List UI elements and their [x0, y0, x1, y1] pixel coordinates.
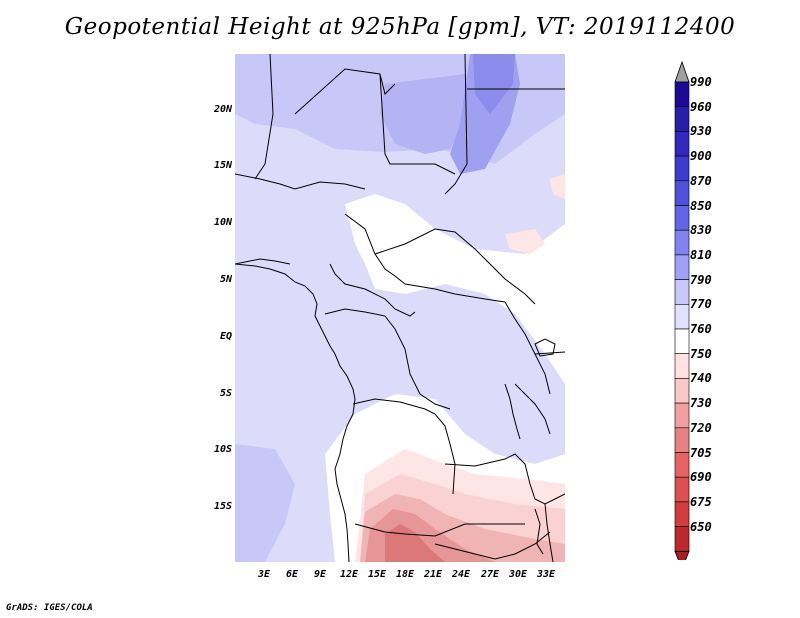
border-central-6 — [384, 315, 451, 410]
colorbar-cell — [674, 81, 690, 108]
border-south-1 — [352, 398, 456, 495]
colorbar-cell — [674, 378, 690, 404]
colorbar — [674, 60, 690, 560]
border-north-3 — [379, 73, 456, 175]
map-title: Geopotential Height at 925hPa [gpm], VT:… — [64, 14, 736, 40]
colorbar-cell — [674, 476, 690, 503]
lon-label: 21E — [423, 569, 443, 580]
colorbar-level-label: 770 — [690, 297, 712, 312]
colorbar-level-label: 790 — [690, 272, 712, 287]
colorbar-cell — [674, 131, 690, 157]
map-canvas — [235, 54, 565, 562]
colorbar-level-label: 810 — [690, 247, 712, 262]
border-south-5 — [544, 503, 554, 562]
colorbar-level-label: 705 — [690, 445, 712, 460]
colorbar-level-label: 750 — [690, 346, 712, 361]
lon-label: 12E — [339, 569, 359, 580]
colorbar-level-label: 740 — [690, 371, 712, 386]
coastline-guinea — [235, 258, 291, 265]
colorbar-cell — [674, 427, 690, 453]
colorbar-level-label: 850 — [690, 198, 712, 213]
colorbar-under-triangle — [674, 550, 690, 560]
lat-label: 10S — [213, 444, 232, 455]
lat-label: 15N — [213, 160, 232, 171]
border-south-4 — [434, 531, 551, 560]
lat-label: 10N — [213, 217, 232, 228]
colorbar-level-label: 690 — [690, 470, 712, 485]
field-max-ne — [473, 54, 515, 114]
lat-label: EQ — [219, 331, 232, 342]
colorbar-cell — [674, 279, 690, 305]
lake-tanganyika — [504, 383, 521, 440]
colorbar-cell — [674, 402, 690, 429]
colorbar-level-label: 930 — [690, 124, 712, 139]
colorbar-level-label: 960 — [690, 99, 712, 114]
colorbar-cell — [674, 353, 690, 379]
border-east-2 — [534, 351, 565, 355]
colorbar-cell — [674, 526, 690, 552]
coastline-west — [235, 263, 356, 562]
colorbar-cell — [674, 304, 690, 330]
border-central-1 — [344, 213, 406, 285]
lat-label: 15S — [213, 501, 232, 512]
colorbar-cell — [674, 452, 690, 478]
lon-label: 3E — [257, 569, 271, 580]
colorbar-cell — [674, 155, 690, 182]
colorbar-level-label: 760 — [690, 322, 712, 336]
border-central-5 — [324, 308, 386, 317]
border-north-6 — [235, 173, 366, 190]
footer-credit: GrADS: IGES/COLA — [6, 603, 93, 613]
lon-label: 15E — [367, 569, 387, 580]
colorbar-cell — [674, 229, 690, 256]
border-central-2 — [374, 228, 536, 305]
colorbar-level-label: 720 — [690, 420, 712, 435]
colorbar-level-label: 990 — [690, 75, 712, 89]
border-north-4 — [444, 54, 468, 195]
colorbar-cell — [674, 106, 690, 132]
lake-malawi — [534, 508, 544, 555]
lon-label: 9E — [313, 569, 327, 580]
colorbar-cell — [674, 254, 690, 280]
colorbar-level-label: 730 — [690, 396, 712, 411]
lon-label: 6E — [285, 569, 299, 580]
field-high-nw — [265, 54, 355, 84]
colorbar-cell — [674, 501, 690, 527]
lake-victoria — [534, 338, 556, 357]
colorbar-level-label: 675 — [690, 494, 712, 509]
border-central-4 — [329, 263, 416, 317]
field-sw-lobe — [235, 444, 295, 562]
border-east-3 — [514, 383, 551, 435]
field-pink-ne2 — [550, 174, 565, 199]
lat-label: 5N — [219, 274, 232, 285]
coastline-borders — [235, 54, 565, 562]
lon-label: 27E — [480, 569, 500, 580]
border-south-3 — [444, 453, 565, 505]
border-east-1 — [504, 301, 551, 395]
lat-label: 20N — [213, 104, 232, 115]
field-high-nc — [380, 74, 470, 154]
border-north-1 — [254, 54, 274, 180]
colorbar-cell — [674, 205, 690, 231]
field-pink-ne1 — [505, 229, 545, 254]
border-south-2 — [354, 523, 525, 537]
lon-label: 30E — [508, 569, 528, 580]
lat-label: 5S — [219, 388, 232, 399]
colorbar-cell — [674, 180, 690, 206]
lon-label: 18E — [395, 569, 415, 580]
border-central-3 — [404, 283, 506, 303]
lon-label: 33E — [536, 569, 556, 580]
colorbar-level-label: 870 — [690, 173, 712, 188]
colorbar-level-label: 650 — [690, 519, 712, 534]
map-panel — [235, 54, 565, 562]
colorbar-over-triangle — [674, 60, 690, 83]
colorbar-level-label: 830 — [690, 223, 712, 238]
lon-label: 24E — [451, 569, 471, 580]
colorbar-level-label: 900 — [690, 149, 712, 164]
colorbar-cell — [674, 328, 690, 355]
field-white-central — [345, 194, 565, 384]
